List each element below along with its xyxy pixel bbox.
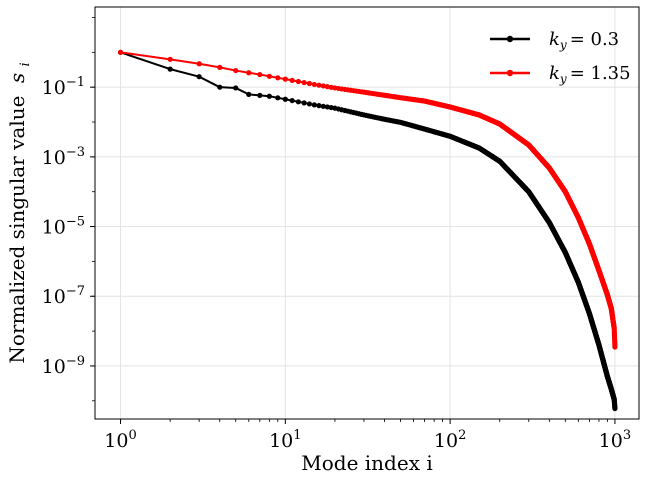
data-point: [246, 91, 252, 98]
legend: ky = 0.3 ky = 1.35: [490, 29, 631, 86]
data-point: [301, 79, 307, 86]
data-point: [324, 84, 330, 90]
y-tick-label: 10−5: [42, 215, 85, 239]
data-point: [282, 96, 288, 102]
data-point: [295, 78, 301, 85]
data-point: [324, 104, 330, 110]
x-tick-label: 103: [599, 428, 631, 452]
data-point: [217, 84, 223, 90]
data-point: [167, 56, 173, 62]
data-point: [612, 344, 618, 350]
legend-marker-ky-1-35: [506, 69, 514, 77]
data-point: [196, 61, 202, 67]
data-point: [167, 66, 173, 72]
y-axis: 10−1 10−3 10−5 10−7 10−9: [42, 17, 95, 402]
y-axis-label-text: Normalized singular value: [5, 96, 29, 364]
data-point: [320, 103, 326, 109]
data-point: [275, 95, 281, 101]
series-ky-0-3: [117, 49, 618, 412]
series-layer: [117, 49, 618, 412]
data-point: [306, 80, 313, 87]
plot-frame: [94, 6, 640, 420]
y-axis-label-subscript: i: [18, 62, 33, 66]
data-point: [217, 64, 223, 70]
grid: [95, 7, 639, 419]
data-point: [289, 77, 295, 83]
y-tick-label: 10−1: [42, 75, 85, 99]
series-line: [120, 51, 616, 409]
data-point: [612, 405, 618, 412]
data-point: [233, 67, 239, 74]
data-point: [316, 82, 322, 88]
data-point: [311, 81, 317, 88]
data-point: [117, 49, 124, 55]
legend-marker-ky-0-3: [506, 35, 514, 43]
data-point: [306, 101, 313, 107]
data-point: [311, 102, 317, 108]
x-axis: 100 101 102 103: [104, 419, 631, 452]
data-point: [246, 70, 252, 76]
data-point: [320, 83, 326, 89]
data-point: [196, 74, 202, 80]
y-tick-label: 10−7: [42, 284, 85, 308]
x-axis-label: Mode index i: [301, 451, 432, 475]
data-point: [233, 85, 239, 91]
y-tick-label: 10−3: [42, 145, 85, 169]
legend-label-ky-1-35: ky = 1.35: [549, 63, 631, 86]
data-point: [257, 71, 263, 78]
x-tick-label: 100: [104, 428, 136, 452]
y-tick-label: 10−9: [42, 354, 85, 378]
data-point: [275, 75, 281, 81]
series-ky-1-35: [117, 49, 618, 350]
legend-label-ky-0-3: ky = 0.3: [549, 29, 619, 52]
x-tick-label: 101: [269, 428, 301, 452]
data-point: [266, 93, 272, 99]
data-point: [301, 100, 307, 106]
y-axis-label: Normalized singular value s i: [5, 62, 33, 363]
data-point: [257, 92, 263, 98]
y-axis-label-symbol: s: [5, 73, 29, 83]
series-line: [120, 51, 616, 348]
data-point: [295, 99, 301, 105]
data-point: [282, 76, 288, 82]
x-tick-label: 102: [434, 428, 466, 452]
data-point: [316, 103, 322, 109]
data-point: [266, 73, 272, 79]
data-point: [289, 97, 295, 104]
